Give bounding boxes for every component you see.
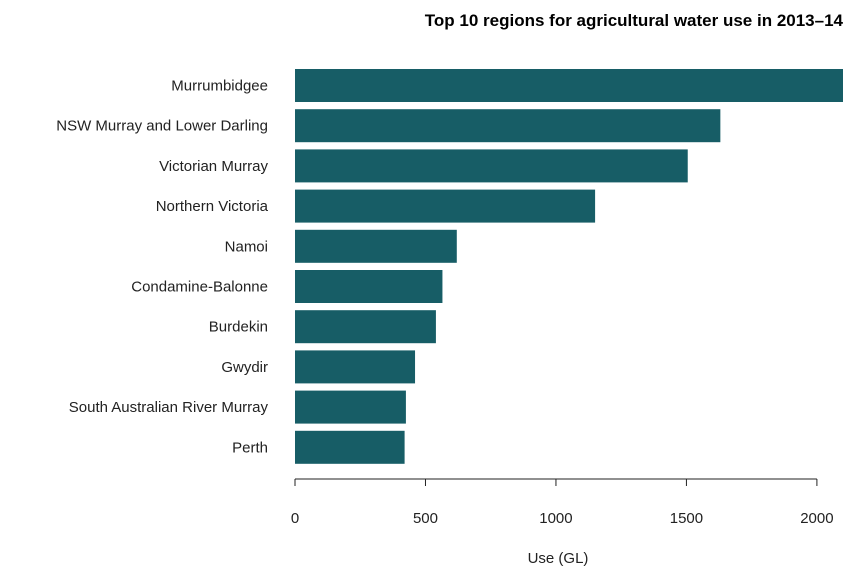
x-axis-title: Use (GL) bbox=[528, 550, 589, 567]
x-tick-label: 1000 bbox=[539, 510, 572, 527]
category-label: NSW Murray and Lower Darling bbox=[56, 118, 268, 135]
x-tick-label: 1500 bbox=[670, 510, 703, 527]
category-label: Condamine-Balonne bbox=[131, 279, 268, 296]
category-label: Northern Victoria bbox=[156, 198, 269, 215]
category-label: Namoi bbox=[225, 238, 268, 255]
bar bbox=[295, 310, 436, 344]
category-label: Murrumbidgee bbox=[171, 78, 268, 95]
x-tick-label: 500 bbox=[413, 510, 438, 527]
bar bbox=[295, 149, 688, 183]
category-label: Burdekin bbox=[209, 319, 268, 336]
x-tick-label: 2000 bbox=[800, 510, 833, 527]
bar bbox=[295, 189, 596, 223]
category-labels: Murrumbidgee NSW Murray and Lower Darling… bbox=[56, 78, 268, 457]
category-label: Gwydir bbox=[221, 359, 268, 376]
bar bbox=[295, 109, 721, 143]
bars-group bbox=[295, 69, 843, 464]
category-label: South Australian River Murray bbox=[69, 399, 269, 416]
bar bbox=[295, 69, 843, 102]
bar bbox=[295, 430, 405, 464]
bar bbox=[295, 229, 457, 263]
bar bbox=[295, 350, 416, 384]
x-axis: 0 500 1000 1500 2000 bbox=[291, 478, 834, 527]
chart-title: Top 10 regions for agricultural water us… bbox=[425, 11, 844, 30]
x-tick-label: 0 bbox=[291, 510, 299, 527]
category-label: Victorian Murray bbox=[159, 158, 268, 175]
bar bbox=[295, 390, 406, 424]
category-label: Perth bbox=[232, 439, 268, 456]
bar bbox=[295, 270, 443, 303]
